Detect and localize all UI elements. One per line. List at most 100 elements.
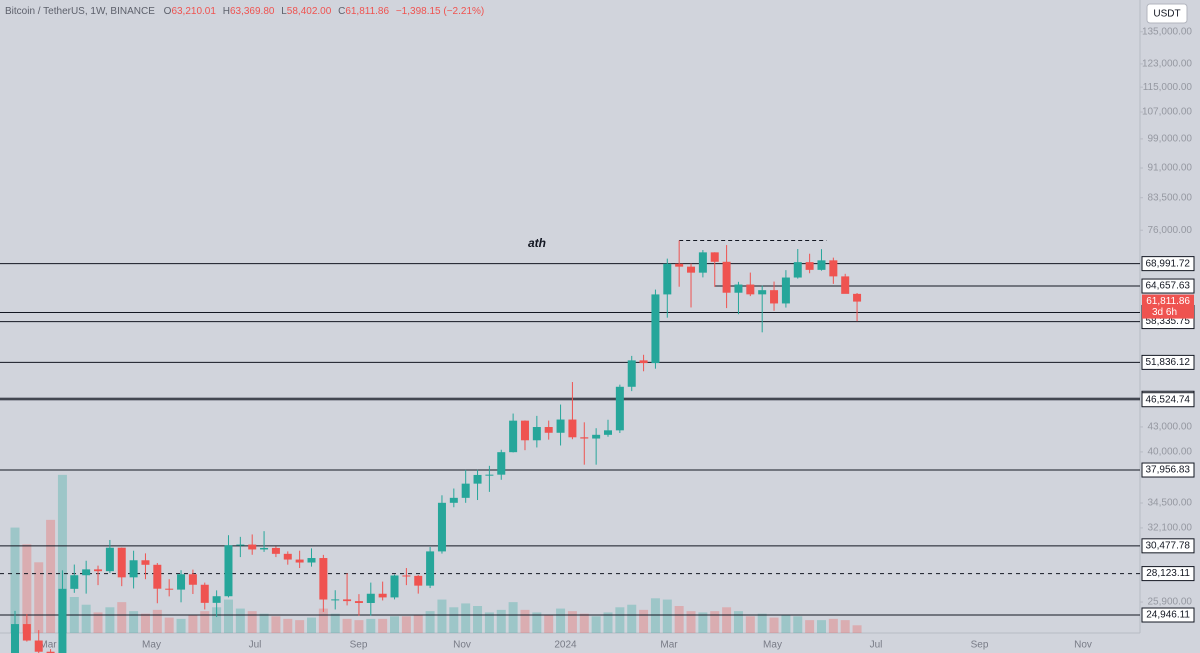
volume-bar <box>579 613 589 633</box>
x-tick-label: May <box>763 640 782 651</box>
volume-bar <box>757 613 767 633</box>
ohlc-value: 61,811.86 <box>345 6 389 17</box>
volume-bar <box>401 616 411 633</box>
volume-bar <box>271 616 281 633</box>
candle-body <box>200 584 209 603</box>
candle-body <box>94 569 103 572</box>
level-label: 58,335.75 <box>1146 316 1191 327</box>
volume-bar <box>188 615 198 633</box>
volume-bar <box>781 615 791 633</box>
candle-body <box>22 624 31 641</box>
volume-bar <box>556 608 566 633</box>
y-tick-label: 135,000.00 <box>1142 26 1192 37</box>
x-tick-label: 2024 <box>554 640 577 651</box>
candle-body <box>343 599 352 602</box>
volume-bar <box>591 616 601 633</box>
ohlc-key: H <box>223 6 230 17</box>
volume-bar <box>259 613 269 633</box>
candle-body <box>793 262 802 278</box>
volume-bar <box>342 618 352 633</box>
volume-bar <box>674 606 684 633</box>
volume-bar <box>698 612 708 633</box>
candle-body <box>734 284 743 293</box>
volume-bar <box>378 618 388 633</box>
candle-body <box>604 430 612 435</box>
volume-bar <box>650 598 660 633</box>
y-tick-label: 83,500.00 <box>1148 192 1193 203</box>
volume-bar <box>34 562 44 633</box>
level-label: 28,123.11 <box>1146 568 1190 579</box>
candle-body <box>805 262 814 270</box>
candle-body <box>663 263 672 295</box>
volume-bar <box>437 599 447 633</box>
candle-body <box>853 293 862 302</box>
ohlc-key: O <box>164 6 172 17</box>
y-tick-label: 32,100.00 <box>1148 523 1193 534</box>
level-label-box <box>1141 462 1195 478</box>
candle-body <box>260 547 269 550</box>
last-price-label: 61,811.86 <box>1146 296 1190 307</box>
candle-body <box>248 544 257 550</box>
countdown: 3d 6h <box>1152 307 1177 318</box>
y-tick-label: 34,500.00 <box>1148 498 1193 509</box>
volume-bar <box>544 615 554 633</box>
ohlc-key: L <box>281 6 287 17</box>
volume-bar <box>10 527 20 633</box>
currency-label[interactable]: USDT <box>1153 9 1180 20</box>
candle-body <box>758 290 767 295</box>
candle-body <box>592 434 601 439</box>
candle-body <box>46 651 55 653</box>
volume-bar <box>508 602 518 633</box>
candle-body <box>520 420 529 441</box>
volume-bar <box>152 609 162 633</box>
volume-bar <box>449 607 459 633</box>
volume-bar <box>46 519 56 633</box>
candle-body <box>437 502 446 552</box>
candle-body <box>829 260 838 277</box>
candle-body <box>283 553 292 560</box>
candle-body <box>129 560 138 578</box>
volume-bar <box>307 617 316 633</box>
candle-body <box>307 558 316 563</box>
volume-bar <box>567 611 577 633</box>
volume-bar <box>852 625 862 633</box>
volume-bar <box>22 544 32 633</box>
candle-body <box>212 596 221 603</box>
volume-bar <box>247 611 257 633</box>
y-tick-label: 107,000.00 <box>1142 107 1192 118</box>
currency-button[interactable] <box>1146 3 1188 24</box>
candle-body <box>153 564 162 589</box>
header: Bitcoin / TetherUS, 1W, BINANCE O63,210.… <box>5 6 484 17</box>
candle-body <box>188 574 197 585</box>
candle-body <box>295 559 304 563</box>
x-tick-label: Nov <box>1074 640 1092 651</box>
level-label: 24,946.11 <box>1146 610 1190 621</box>
candle-body <box>402 575 411 577</box>
level-label: 30,477.78 <box>1146 540 1191 551</box>
volume-bar <box>57 474 67 633</box>
candle-body <box>319 558 328 600</box>
volume-bar <box>212 607 222 633</box>
volume-bar <box>295 620 305 633</box>
candle-body <box>687 266 696 273</box>
volume-bar <box>627 604 637 633</box>
ohlc-value: 58,402.00 <box>287 6 332 17</box>
volume-bar <box>176 618 186 633</box>
volume-bar <box>722 607 732 633</box>
candle-body <box>485 474 494 476</box>
level-label: 46,524.74 <box>1146 394 1191 405</box>
volume-bar <box>366 618 376 633</box>
x-tick-label: Nov <box>453 640 471 651</box>
candle-body <box>390 575 399 598</box>
ohlc-value: 63,210.01 <box>171 6 216 17</box>
candle-body <box>509 420 518 453</box>
y-tick-label: 99,000.00 <box>1148 134 1193 145</box>
level-label: 68,991.72 <box>1146 258 1191 269</box>
volume-bar <box>662 599 672 633</box>
candle-body <box>497 452 506 475</box>
volume-bar <box>484 612 494 633</box>
candle-body <box>141 560 150 565</box>
candle-body <box>698 252 707 273</box>
candle-body <box>675 263 684 267</box>
candle-body <box>105 547 114 572</box>
